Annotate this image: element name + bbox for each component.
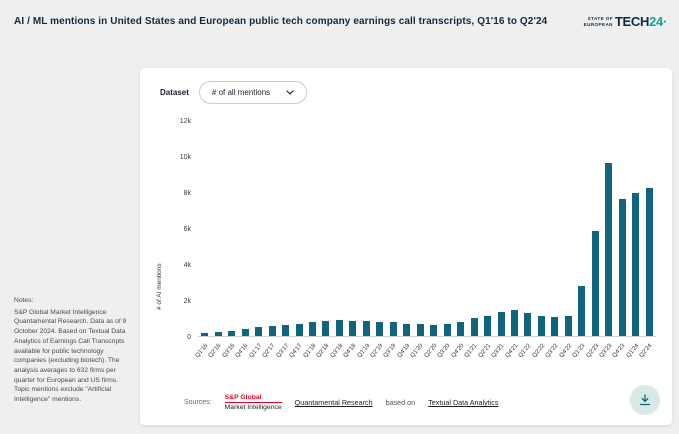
dataset-select-value: # of all mentions: [211, 88, 271, 97]
plot-area: [198, 122, 656, 337]
dataset-controls: Dataset # of all mentions: [160, 81, 308, 104]
bar-chart: # of AI mentions 12k 10k 8k 6k 4k 2k 0 Q1'16 Q2…: [156, 118, 656, 371]
logo-stack: STATE OF EUROPEAN: [584, 16, 613, 27]
bar-Q2'17[interactable]: [268, 326, 276, 336]
x-axis-spacer: [172, 341, 198, 371]
bar-Q3'17[interactable]: [282, 324, 290, 336]
bar-Q4'23[interactable]: [618, 198, 626, 336]
dataset-label: Dataset: [160, 88, 189, 97]
bar-Q1'24[interactable]: [632, 193, 640, 336]
logo-year: 24·: [649, 14, 667, 29]
bar-Q1'18[interactable]: [308, 321, 316, 336]
y-tick-label: 4k: [183, 262, 191, 269]
bar-Q3'16[interactable]: [228, 330, 236, 336]
chevron-down-icon: [286, 90, 294, 95]
based-on-text: based on: [385, 398, 416, 407]
sp-global-sub: Market Intelligence: [224, 404, 282, 411]
bar-Q2'24[interactable]: [645, 187, 653, 336]
bar-Q2'19[interactable]: [376, 321, 384, 336]
y-tick-label: 0: [187, 334, 191, 341]
y-axis-title: # of AI mentions: [156, 263, 163, 310]
bar-Q1'23[interactable]: [578, 286, 586, 336]
bar-Q4'20[interactable]: [457, 322, 465, 336]
y-axis-ticks: 12k 10k 8k 6k 4k 2k 0: [172, 118, 198, 341]
page-title: AI / ML mentions in United States and Eu…: [14, 16, 548, 27]
x-axis-labels: Q1'16 Q2'16 Q3'16 Q4'16 Q1'17 Q2'17 Q3'17 Q4'17…: [195, 341, 656, 371]
bar-Q1'22[interactable]: [524, 312, 532, 336]
y-tick-label: 10k: [179, 154, 191, 161]
state-of-european-tech-logo: STATE OF EUROPEAN TECH 24·: [584, 14, 668, 29]
bar-Q2'21[interactable]: [484, 315, 492, 336]
sp-global-name: S&P Global: [224, 394, 282, 403]
sources-row: Sources: S&P Global Market Intelligence …: [184, 394, 498, 411]
logo-line2: EUROPEAN: [583, 21, 613, 27]
logo-word: TECH: [614, 14, 650, 29]
sp-global-logo: S&P Global Market Intelligence: [224, 394, 282, 411]
notes: Notes: S&P Global Market Intelligence Qu…: [14, 296, 134, 405]
bar-Q2'20[interactable]: [430, 324, 438, 336]
bar-Q4'19[interactable]: [403, 323, 411, 336]
bar-Q2'22[interactable]: [537, 315, 545, 336]
bar-Q4'17[interactable]: [295, 323, 303, 336]
bar-Q3'20[interactable]: [443, 323, 451, 336]
bar-Q1'21[interactable]: [470, 318, 478, 336]
bar-Q2'18[interactable]: [322, 320, 330, 336]
download-icon: [639, 394, 651, 406]
bar-Q4'21[interactable]: [511, 310, 519, 336]
bar-Q2'23[interactable]: [591, 230, 599, 336]
download-button[interactable]: [630, 385, 660, 415]
notes-body: S&P Global Market Intelligence Quantamen…: [14, 308, 127, 404]
bar-Q2'16[interactable]: [214, 332, 222, 336]
y-tick-label: 2k: [183, 298, 191, 305]
y-tick-label: 8k: [183, 190, 191, 197]
bar-Q3'23[interactable]: [605, 163, 613, 336]
bar-Q1'19[interactable]: [362, 320, 370, 336]
bar-Q3'21[interactable]: [497, 311, 505, 336]
chart-card: Dataset # of all mentions # of AI mentio…: [140, 68, 672, 425]
notes-label: Notes:: [14, 297, 34, 304]
bar-Q4'16[interactable]: [241, 329, 249, 336]
bar-Q3'22[interactable]: [551, 317, 559, 336]
y-tick-label: 6k: [183, 226, 191, 233]
bar-Q4'18[interactable]: [349, 321, 357, 336]
bar-Q3'19[interactable]: [389, 322, 397, 336]
bar-Q1'16[interactable]: [201, 333, 209, 336]
bar-Q3'18[interactable]: [335, 319, 343, 336]
y-tick-label: 12k: [179, 118, 191, 125]
logo-line1: STATE OF: [587, 15, 613, 21]
bar-Q1'17[interactable]: [255, 327, 263, 336]
bar-Q1'20[interactable]: [416, 324, 424, 336]
dataset-select[interactable]: # of all mentions: [198, 81, 308, 104]
quantamental-research-link[interactable]: Quantamental Research: [294, 398, 373, 407]
textual-data-analytics-link[interactable]: Textual Data Analytics: [428, 398, 499, 407]
bar-Q4'22[interactable]: [564, 316, 572, 336]
sources-label: Sources:: [184, 399, 212, 406]
